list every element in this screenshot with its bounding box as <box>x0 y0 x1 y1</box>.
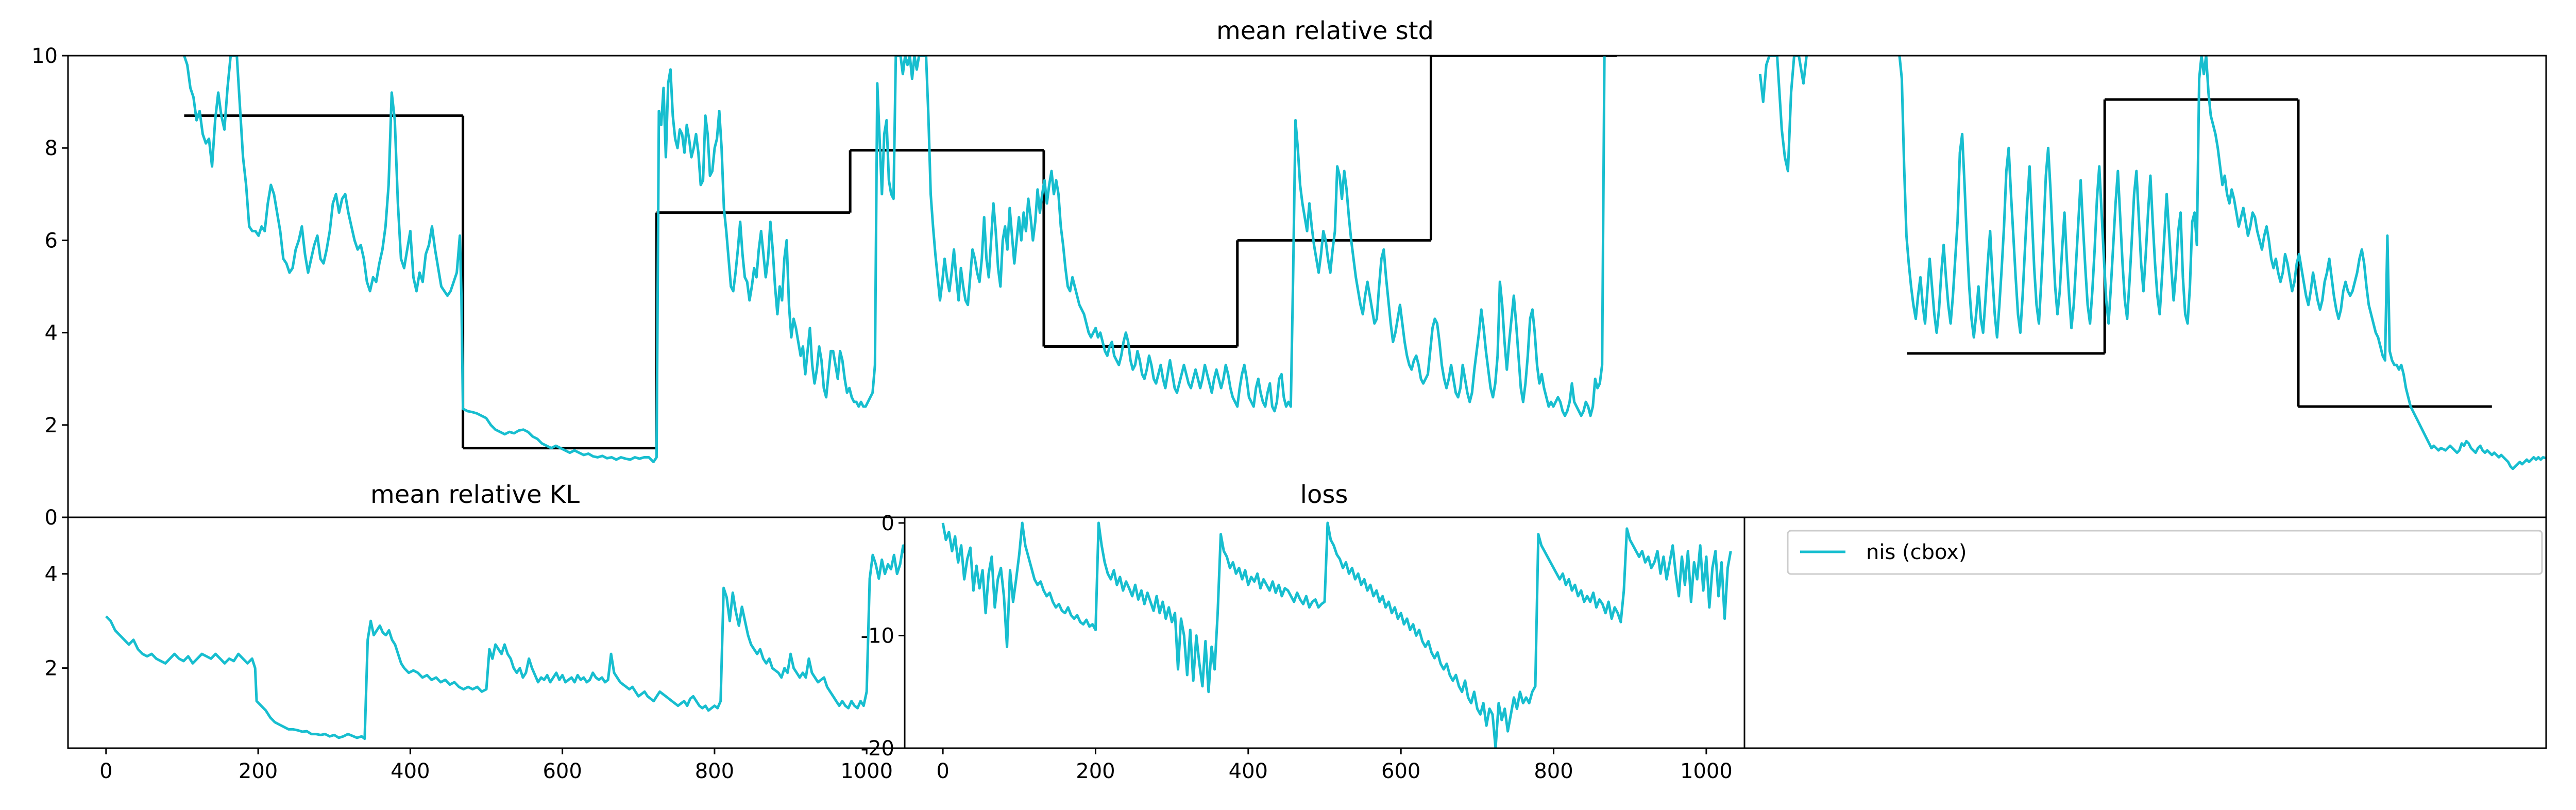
kl-plot-area: 2 4 0 200 400 600 800 1000 <box>45 544 905 783</box>
std-ytick-label: 8 <box>45 137 58 160</box>
kl-xtick-label: 200 <box>239 760 278 783</box>
loss-xtick-label: 600 <box>1381 760 1420 783</box>
std-plot-area: 0 2 4 6 8 10 <box>31 44 2546 530</box>
loss-xtick-label: 800 <box>1534 760 1573 783</box>
kl-xtick-label: 1000 <box>840 760 893 783</box>
std-ytick-label: 4 <box>45 322 58 345</box>
loss-panel: loss 0 -10 -20 0 200 400 600 800 1000 <box>861 480 1745 783</box>
std-ytick-label: 0 <box>45 506 58 530</box>
kl-panel-title: mean relative KL <box>370 480 580 509</box>
loss-ytick-label: -10 <box>861 624 894 648</box>
loss-plot-area: 0 -10 -20 0 200 400 600 800 1000 <box>861 512 1733 783</box>
std-ytick-label: 6 <box>45 229 58 252</box>
loss-xtick-label: 200 <box>1076 760 1115 783</box>
kl-ytick-label: 4 <box>45 563 58 586</box>
std-series-line <box>183 56 1606 463</box>
legend-box <box>1787 530 2543 575</box>
std-ytick-label: 2 <box>45 414 58 437</box>
loss-ytick-label: -20 <box>861 737 894 761</box>
kl-series-line <box>105 544 905 740</box>
loss-panel-title: loss <box>1300 480 1348 509</box>
kl-xtick-label: 0 <box>99 760 112 783</box>
std-panel-title: mean relative std <box>1216 16 1434 45</box>
legend-label: nis (cbox) <box>1866 541 1967 564</box>
loss-ytick-label: 0 <box>882 512 894 535</box>
legend-panel: nis (cbox) <box>1743 516 2547 749</box>
legend-panel-frame <box>1743 516 2547 749</box>
std-ytick-label: 10 <box>31 44 58 68</box>
loss-xtick-label: 0 <box>936 760 949 783</box>
std-panel: mean relative std 0 2 4 6 8 10 <box>31 16 2547 530</box>
loss-xtick-label: 400 <box>1229 760 1268 783</box>
std-series-line <box>1898 56 2546 470</box>
kl-xtick-label: 600 <box>543 760 582 783</box>
loss-series-line <box>941 521 1732 748</box>
std-series-line <box>1758 56 1808 173</box>
loss-xtick-label: 1000 <box>1680 760 1733 783</box>
kl-xtick-label: 400 <box>391 760 430 783</box>
kl-ytick-label: 2 <box>45 657 58 681</box>
kl-xtick-label: 800 <box>695 760 734 783</box>
